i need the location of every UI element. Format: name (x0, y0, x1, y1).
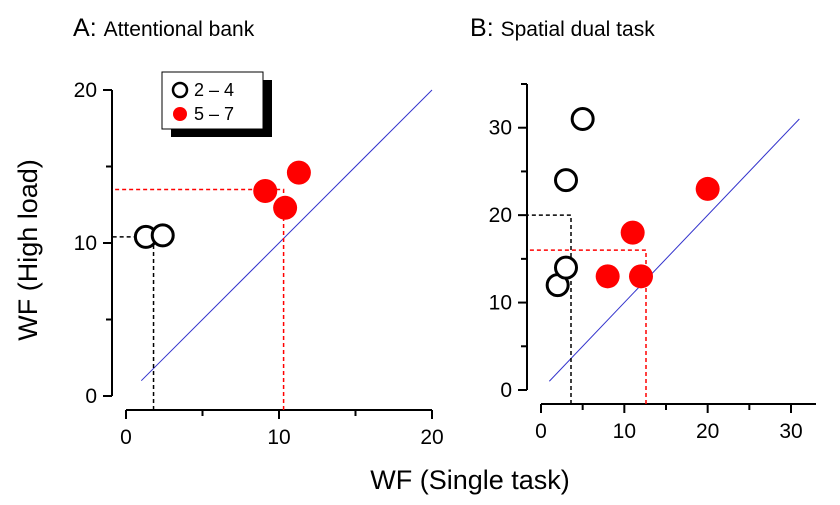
panel-b-y-tick-label: 0 (500, 379, 512, 402)
panel-a-title: A: Attentional bank (73, 14, 255, 42)
panel-b-point-filled (695, 176, 720, 201)
legend-label-5-7: 5 – 7 (194, 104, 234, 124)
panel-b-y-tick-label: 10 (489, 292, 512, 315)
panel-a-point-filled (253, 178, 278, 203)
legend-marker-filled (173, 107, 187, 121)
panel-b-y-tick-label: 20 (489, 204, 512, 227)
legend-label-2-4: 2 – 4 (194, 80, 234, 100)
panel-a-point-open (150, 223, 175, 248)
panel-a-point-filled (273, 195, 298, 220)
panel-b-x-tick-label: 10 (613, 420, 636, 443)
panel-b-x-tick-label: 0 (535, 420, 547, 443)
panel-a-letter: A (73, 14, 90, 42)
panel-a-y-tick-label: 0 (85, 385, 97, 408)
panel-b-point-open (570, 106, 595, 131)
panel-b-x-tick-label: 20 (696, 420, 719, 443)
panel-b-point-filled (595, 264, 620, 289)
panel-a-y-tick-label: 10 (74, 232, 97, 255)
panel-a-x-tick-label: 10 (267, 426, 290, 449)
panel-b-mean-line-red (527, 249, 647, 404)
panel-b-point-open (554, 168, 578, 193)
panel-a-mean-line-red (112, 188, 285, 410)
panel-b-y-tick-label: 30 (489, 117, 512, 140)
panel-a-mean-line-black (112, 236, 155, 410)
panel-b-subtitle: Spatial dual task (500, 18, 655, 41)
panel-a-x-tick-label: 20 (420, 426, 443, 449)
panel-a-x-tick-label: 0 (120, 426, 132, 449)
panel-b-chart: 0 10 20 30 0 10 20 30 (489, 83, 816, 443)
legend: 2 – 4 5 – 7 (161, 71, 272, 137)
panel-a-subtitle: Attentional bank (103, 18, 255, 41)
panel-b-title: B: Spatial dual task (470, 14, 655, 42)
panel-a-chart: 0 10 20 0 10 20 (74, 79, 444, 449)
panel-b-diagonal-line (548, 118, 800, 382)
panel-b-point-filled (629, 264, 653, 289)
panel-a-point-filled (286, 160, 311, 185)
panel-b-mean-line-black (527, 214, 572, 404)
panel-b-point-filled (620, 220, 645, 245)
panel-a-diagonal-line (140, 89, 433, 382)
panel-b-x-tick-label: 30 (779, 420, 802, 443)
legend-marker-open (171, 81, 189, 99)
panel-b-letter: B (470, 14, 487, 42)
x-axis-title: WF (Single task) (370, 465, 570, 495)
panel-b-point-open (554, 255, 578, 280)
y-axis-title: WF (High load) (13, 159, 43, 341)
panel-a-y-tick-label: 20 (74, 79, 97, 102)
